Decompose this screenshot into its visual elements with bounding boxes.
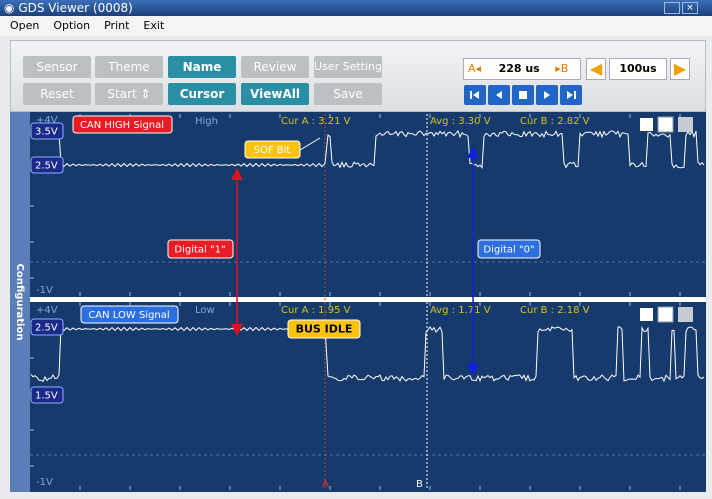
panel-button[interactable] [640, 308, 653, 321]
time-up-button[interactable]: ▶ [670, 58, 690, 80]
button[interactable]: Review [241, 56, 309, 78]
button[interactable]: Name [168, 56, 236, 78]
button[interactable]: Start ⇕ [95, 83, 163, 105]
spin-icon: ⇕ [140, 87, 151, 101]
annotation-box [167, 239, 234, 259]
title-bar: ◉ GDS Viewer (0008) × [0, 0, 712, 16]
signal-level: Low [195, 305, 215, 316]
level-box [30, 156, 64, 174]
cursor-delta: 228 us [498, 62, 540, 75]
cur-b: Cur B : 2.82 V [520, 116, 590, 127]
scale-top: +4V [36, 305, 58, 316]
time-div: 100us [609, 58, 667, 80]
cur-a: Cur A : 1.95 V [281, 305, 351, 316]
close-button[interactable]: × [682, 2, 698, 14]
stop-button[interactable] [512, 85, 534, 105]
button[interactable]: Sensor [23, 56, 91, 78]
panel-button[interactable] [678, 307, 693, 322]
level-box [30, 122, 64, 140]
cur-a: Cur A : 3.21 V [281, 116, 351, 127]
cur-b: Cur B : 2.18 V [520, 305, 590, 316]
panel-button[interactable] [657, 306, 674, 323]
button-label: Start [107, 87, 137, 101]
annotation-box [287, 319, 361, 339]
menu-item[interactable]: Open [10, 19, 40, 32]
scale-bottom: -1V [36, 477, 53, 488]
cursor-b-label: B [560, 62, 569, 75]
panel-divider [30, 297, 706, 302]
signal-name: CAN HIGH Signal [80, 120, 164, 131]
cursor-a-label: A [468, 62, 476, 75]
annotation: BUS IDLE [296, 323, 353, 336]
arrow-icon: ◂ [475, 62, 482, 75]
waveform [30, 128, 705, 170]
button[interactable]: Reset [23, 83, 91, 105]
minimize-button[interactable] [664, 2, 680, 14]
level-label: 2.5V [35, 323, 58, 334]
arrow-icon: ▸ [555, 62, 561, 75]
panel-button[interactable] [657, 116, 674, 133]
time-down-button[interactable]: ◀ [586, 58, 606, 80]
level-label: 3.5V [35, 127, 58, 138]
play-button[interactable] [536, 85, 558, 105]
scale-top: +4V [36, 115, 58, 126]
level-box [30, 318, 64, 336]
app-icon: ◉ [4, 1, 15, 15]
average: Avg : 1.71 V [430, 305, 491, 316]
sidebar[interactable] [10, 112, 30, 492]
menu-item[interactable]: Print [104, 19, 130, 32]
first-button[interactable] [464, 85, 486, 105]
annotation-box [477, 239, 541, 259]
panel-button[interactable] [640, 118, 653, 131]
level-box [30, 386, 64, 404]
grid-decoration [30, 114, 706, 490]
waveform [30, 325, 705, 383]
sidebar-label: Configuration [14, 264, 25, 341]
scope-view: Configuration A B +4V 3.5V 2.5V -1V CAN … [10, 112, 706, 492]
button[interactable]: Theme [95, 56, 163, 78]
last-button[interactable] [560, 85, 582, 105]
scale-bottom: -1V [36, 285, 53, 296]
average: Avg : 3.30 V [430, 116, 491, 127]
button[interactable]: ViewAll [241, 83, 309, 105]
toolbar: Sensor Theme Name Review User Setting Re… [10, 40, 706, 112]
signal-tag [72, 115, 173, 134]
annotation: SOF Bit [254, 145, 291, 156]
signal-name: CAN LOW Signal [88, 310, 169, 321]
menu-bar: Open Option Print Exit [0, 16, 712, 36]
panel-button[interactable] [678, 117, 693, 132]
button[interactable]: User Setting [314, 56, 382, 78]
level-label: 2.5V [35, 161, 58, 172]
annotation-box [244, 140, 301, 159]
window-title: GDS Viewer (0008) [18, 1, 133, 15]
signal-level: High [195, 116, 218, 127]
level-label: 1.5V [35, 391, 58, 402]
callout-line [299, 137, 321, 151]
annotation: Digital "0" [483, 245, 534, 256]
cursor-a-marker: A [322, 479, 329, 490]
back-button[interactable] [488, 85, 510, 105]
cursor-delta-box: A◂ 228 us ▸B [463, 58, 581, 80]
menu-item[interactable]: Exit [143, 19, 165, 32]
menu-item[interactable]: Option [53, 19, 91, 32]
signal-tag [80, 305, 179, 324]
cursor-b-marker: B [416, 479, 423, 490]
button[interactable]: Cursor [168, 83, 236, 105]
annotation: Digital "1" [174, 245, 225, 256]
button[interactable]: Save [314, 83, 382, 105]
